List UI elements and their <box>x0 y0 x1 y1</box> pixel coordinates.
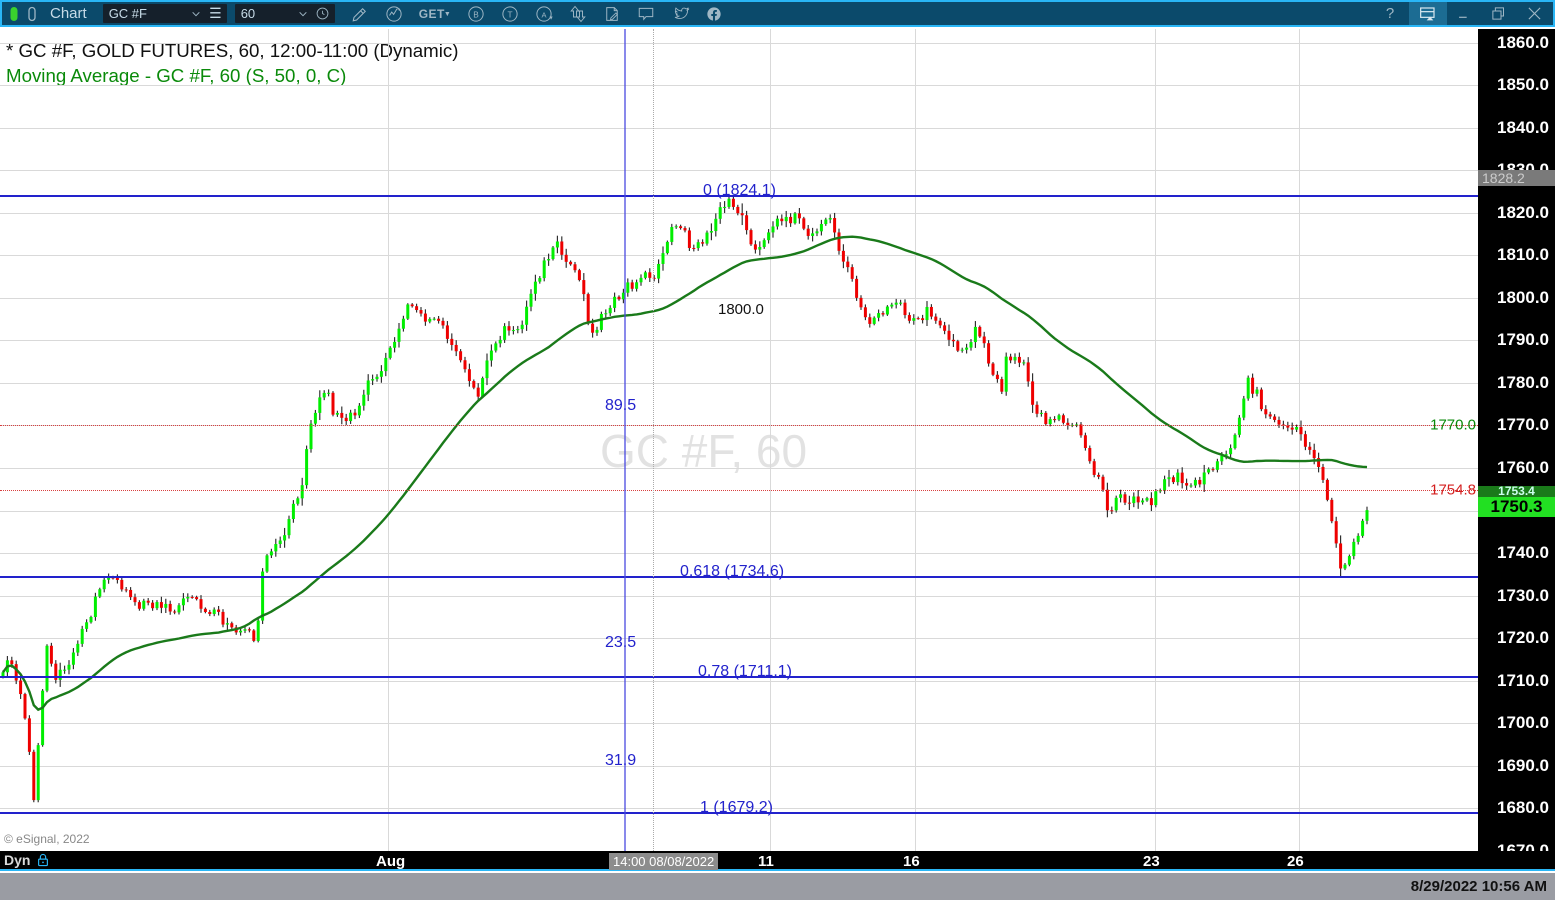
svg-text:T: T <box>508 10 513 19</box>
svg-text:A: A <box>542 10 547 19</box>
svg-text:B: B <box>474 10 480 19</box>
svg-text:▼: ▼ <box>549 15 554 21</box>
